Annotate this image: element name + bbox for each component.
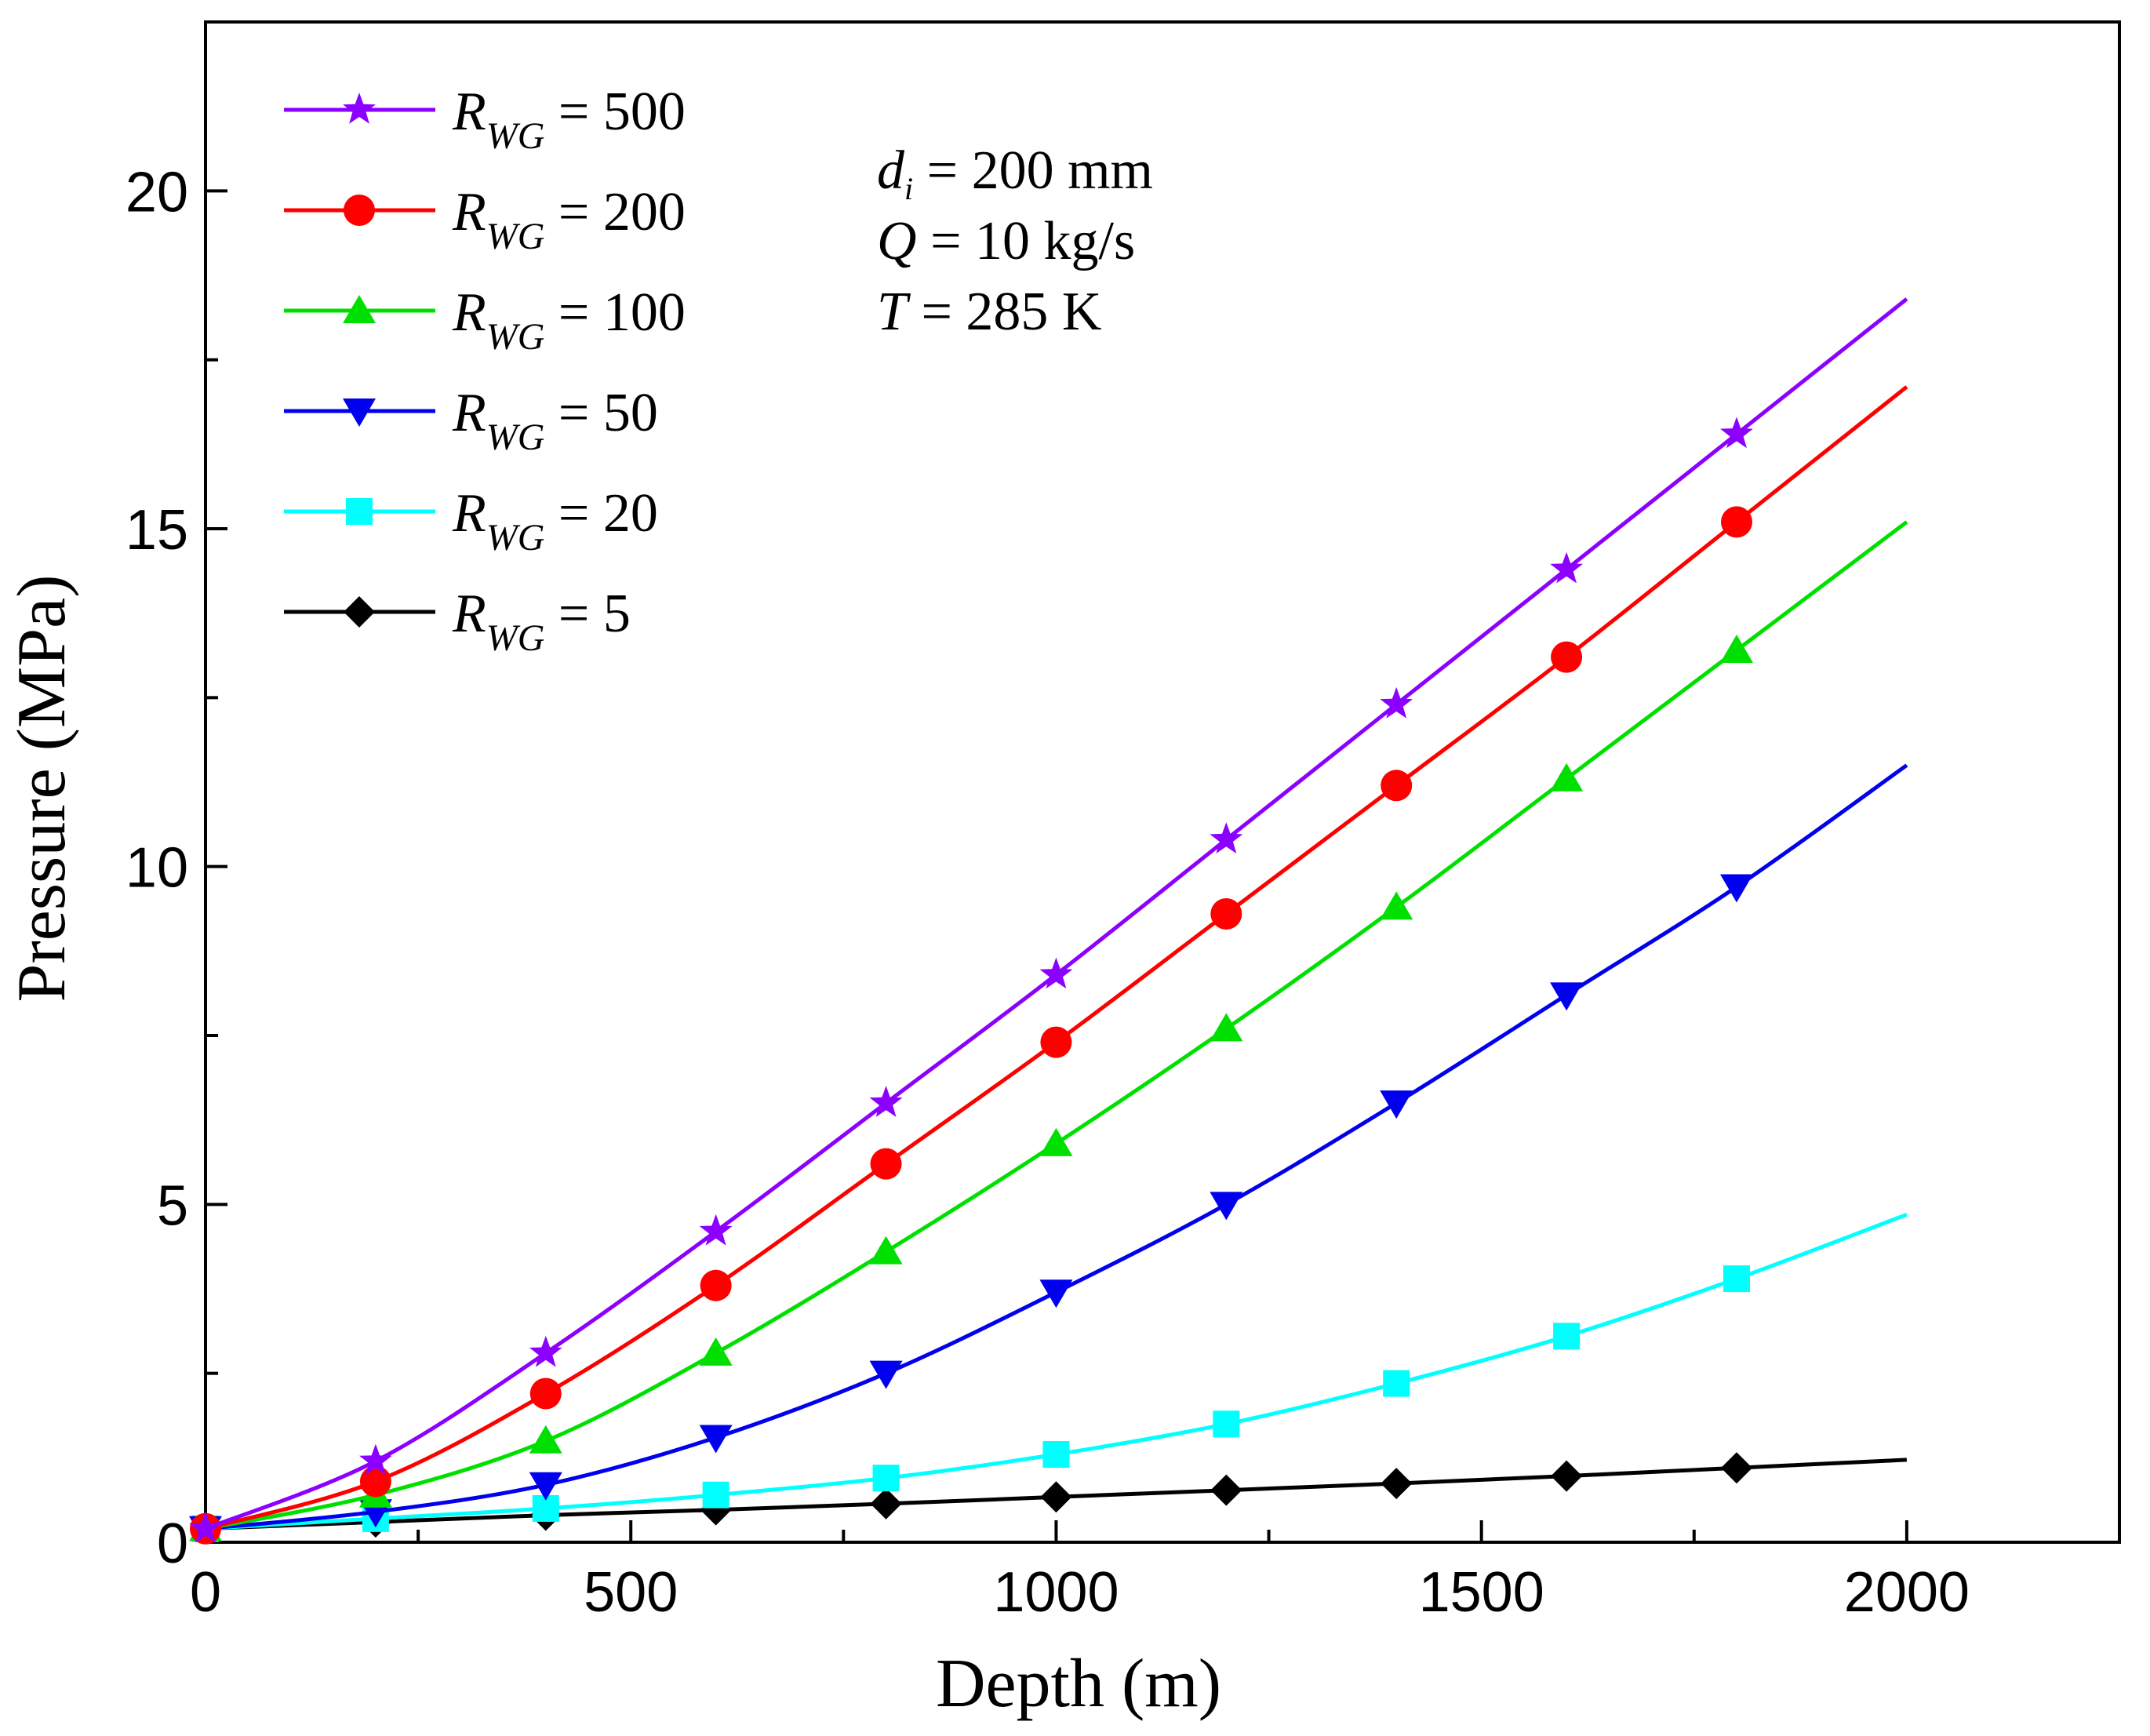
legend-item: RWG = 200 <box>284 182 686 257</box>
data-point-diamond <box>1040 1481 1072 1513</box>
data-point-triangle-down <box>699 1425 733 1454</box>
data-point-triangle-down <box>869 1360 903 1389</box>
data-point-triangle-up <box>343 295 376 323</box>
legend-label: RWG = 5 <box>452 584 631 659</box>
data-point-triangle-down <box>529 1472 562 1501</box>
data-point-triangle-down <box>1380 1090 1413 1119</box>
series-line <box>205 763 1908 1531</box>
data-point-circle <box>700 1269 732 1301</box>
legend-label: RWG = 200 <box>452 182 686 257</box>
plot-frame <box>204 20 2121 1544</box>
data-point-circle <box>1381 770 1413 802</box>
data-point-triangle-down <box>1720 874 1753 903</box>
data-point-triangle-down <box>1039 1279 1073 1308</box>
data-point-square <box>346 498 373 525</box>
data-point-square <box>1383 1370 1410 1397</box>
data-point-circle <box>1210 897 1242 930</box>
data-point-circle <box>359 1465 391 1498</box>
data-point-triangle-up <box>1380 891 1413 920</box>
x-tick-label: 1000 <box>993 1561 1119 1624</box>
data-point-square <box>702 1481 729 1509</box>
data-point-square <box>1042 1441 1070 1469</box>
data-point-circle <box>1721 506 1752 538</box>
series-line <box>205 520 1908 1531</box>
data-point-square <box>1723 1265 1750 1293</box>
legend-item: RWG = 5 <box>284 584 631 659</box>
legend-label: RWG = 100 <box>452 282 686 358</box>
data-point-star <box>189 1511 222 1543</box>
y-tick-label: 5 <box>157 1174 188 1237</box>
data-point-star <box>699 1214 733 1246</box>
data-point-star <box>1039 957 1073 989</box>
annotation: Q = 10 kg/s <box>877 211 1135 271</box>
data-point-triangle-down <box>1550 982 1584 1011</box>
y-tick-label: 10 <box>126 837 188 900</box>
axis-ticks <box>204 20 2121 1544</box>
data-point-circle <box>1040 1026 1072 1058</box>
data-point-square <box>1213 1410 1240 1438</box>
y-tick-label: 15 <box>126 499 188 562</box>
data-point-star <box>343 93 376 124</box>
data-point-square <box>1553 1323 1581 1350</box>
annotation: di = 200 mm <box>877 140 1153 206</box>
data-point-diamond <box>870 1487 902 1519</box>
data-point-star <box>1210 822 1243 853</box>
annotation: T = 285 K <box>877 282 1101 342</box>
data-point-triangle-up <box>1550 762 1584 792</box>
series-r-wg-500 <box>189 297 1908 1543</box>
x-tick-labels: 0 500 1000 1500 2000 <box>190 1561 1970 1624</box>
legend-item: RWG = 100 <box>284 282 686 358</box>
legend-item: RWG = 50 <box>284 383 658 458</box>
legend-item: RWG = 500 <box>284 82 686 157</box>
parameter-annotations: di = 200 mmQ = 10 kg/s T = 285 K <box>877 140 1153 342</box>
data-point-diamond <box>344 596 375 628</box>
legend-item: RWG = 20 <box>284 483 658 559</box>
data-point-star <box>1720 417 1753 449</box>
data-point-triangle-down <box>1210 1192 1243 1221</box>
y-tick-label: 20 <box>126 161 188 224</box>
legend-label: RWG = 20 <box>452 483 658 559</box>
data-point-triangle-up <box>529 1425 562 1454</box>
legend: RWG = 500 RWG = 200 RWG = 100 RWG = 50 RWG =… <box>284 82 686 659</box>
data-point-diamond <box>1210 1474 1242 1506</box>
data-point-triangle-up <box>1039 1127 1073 1156</box>
data-point-star <box>359 1443 392 1476</box>
x-tick-label: 0 <box>190 1561 221 1624</box>
x-tick-label: 500 <box>584 1561 678 1624</box>
data-point-triangle-up <box>699 1337 733 1366</box>
data-point-diamond <box>1381 1468 1413 1500</box>
data-point-triangle-up <box>1720 635 1753 664</box>
data-point-circle <box>344 195 375 226</box>
legend-label: RWG = 50 <box>452 383 658 458</box>
data-point-star <box>1380 686 1413 719</box>
y-tick-label: 0 <box>157 1512 188 1575</box>
data-point-triangle-down <box>343 399 376 427</box>
series-layer <box>189 297 1908 1545</box>
y-axis-title: Pressure (MPa) <box>4 574 80 1002</box>
data-point-star <box>869 1086 903 1117</box>
data-point-circle <box>870 1148 902 1180</box>
data-point-circle <box>529 1378 562 1410</box>
x-axis-title: Depth (m) <box>936 1646 1221 1722</box>
y-tick-labels: 0 5 10 15 20 <box>126 161 188 1575</box>
x-tick-label: 1500 <box>1419 1561 1544 1624</box>
data-point-triangle-up <box>1210 1013 1243 1042</box>
data-point-diamond <box>1551 1460 1583 1492</box>
data-point-square <box>872 1465 900 1492</box>
data-point-diamond <box>1721 1452 1752 1484</box>
legend-label: RWG = 500 <box>452 82 686 157</box>
series-r-wg-200 <box>190 385 1908 1545</box>
data-point-circle <box>1551 641 1583 673</box>
data-point-star <box>529 1335 562 1367</box>
data-point-triangle-up <box>869 1236 903 1265</box>
data-point-star <box>1550 551 1583 584</box>
x-tick-label: 2000 <box>1844 1561 1970 1624</box>
series-r-wg-100 <box>189 520 1908 1541</box>
